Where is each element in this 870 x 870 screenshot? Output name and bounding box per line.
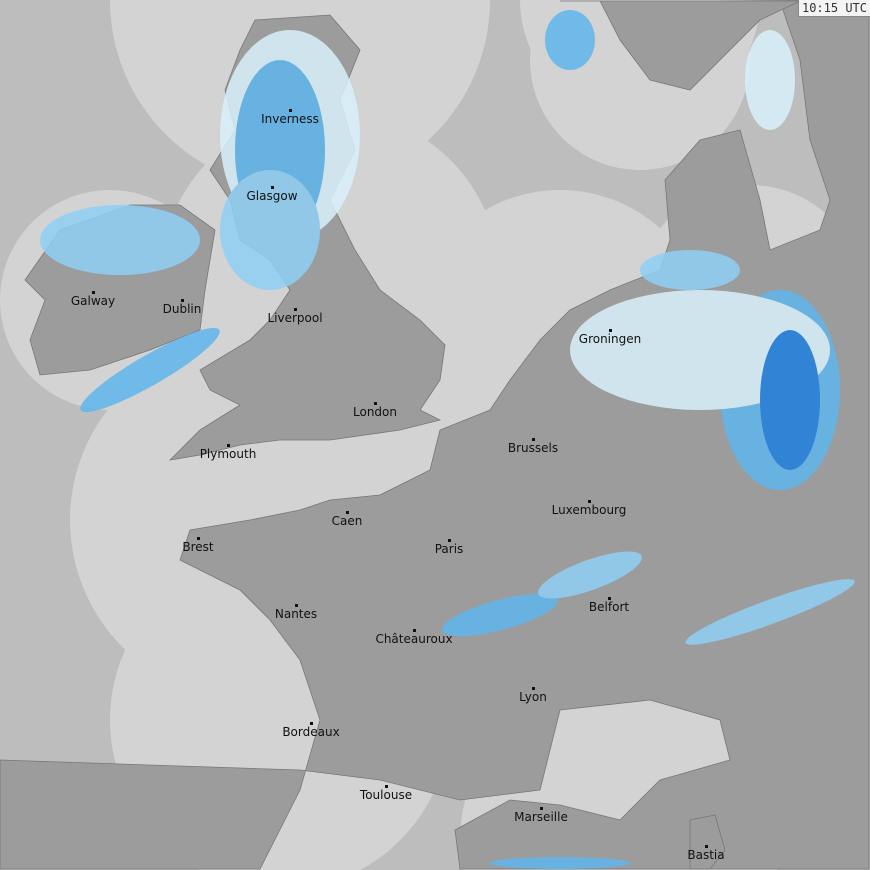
city-marker xyxy=(385,785,388,788)
city-label: Groningen xyxy=(578,332,642,346)
city-marker xyxy=(448,539,451,542)
city-marker xyxy=(374,402,377,405)
city-marker xyxy=(588,500,591,503)
city-marker xyxy=(227,444,230,447)
city-label: London xyxy=(353,405,397,419)
city-label: Belfort xyxy=(588,600,630,614)
precipitation xyxy=(40,10,855,869)
city-marker xyxy=(92,291,95,294)
city-label: Liverpool xyxy=(267,311,323,325)
city-marker xyxy=(608,597,611,600)
city-marker xyxy=(540,807,543,810)
city-label: Bastia xyxy=(687,848,725,862)
city-marker xyxy=(295,604,298,607)
city-label: Galway xyxy=(70,294,116,308)
city-label: Brussels xyxy=(507,441,559,455)
city-marker xyxy=(197,537,200,540)
city-label: Glasgow xyxy=(246,189,298,203)
city-label: Dublin xyxy=(162,302,202,316)
city-label: Marseille xyxy=(514,810,568,824)
city-marker xyxy=(609,329,612,332)
city-label: Paris xyxy=(434,542,464,556)
city-marker xyxy=(532,438,535,441)
city-label: Lyon xyxy=(519,690,547,704)
timestamp: 10:15 UTC xyxy=(797,0,870,17)
city-label: Brest xyxy=(182,540,214,554)
city-label: Toulouse xyxy=(359,788,413,802)
city-label: Caen xyxy=(331,514,363,528)
city-marker xyxy=(181,299,184,302)
city-marker xyxy=(294,308,297,311)
city-label: Inverness xyxy=(261,112,319,126)
city-marker xyxy=(346,511,349,514)
city-marker xyxy=(705,845,708,848)
city-label: Bordeaux xyxy=(282,725,340,739)
city-marker xyxy=(532,687,535,690)
city-marker xyxy=(413,629,416,632)
scandinavia xyxy=(560,0,801,91)
city-marker xyxy=(310,722,313,725)
city-label: Luxembourg xyxy=(551,503,627,517)
city-label: Plymouth xyxy=(199,447,257,461)
city-label: Châteauroux xyxy=(375,632,453,646)
city-label: Nantes xyxy=(274,607,318,621)
city-marker xyxy=(289,109,292,112)
corsica xyxy=(689,814,726,870)
city-marker xyxy=(271,186,274,189)
